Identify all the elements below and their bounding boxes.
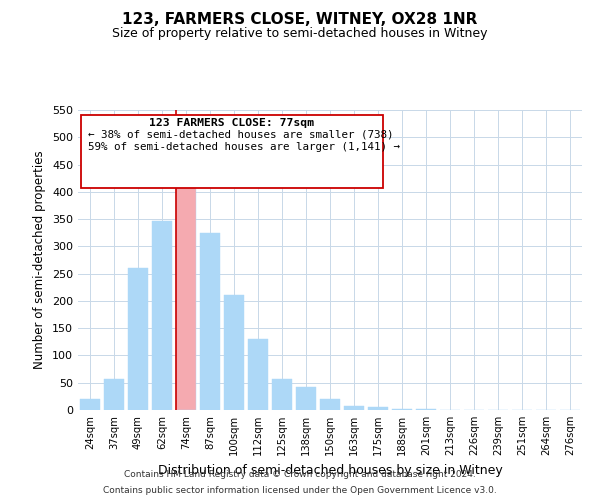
Bar xyxy=(200,232,220,410)
Bar xyxy=(392,409,412,410)
Text: ← 38% of semi-detached houses are smaller (738): ← 38% of semi-detached houses are smalle… xyxy=(88,130,394,140)
Bar xyxy=(152,220,172,410)
Bar xyxy=(368,408,388,410)
Text: Contains public sector information licensed under the Open Government Licence v3: Contains public sector information licen… xyxy=(103,486,497,495)
Text: Contains HM Land Registry data © Crown copyright and database right 2024.: Contains HM Land Registry data © Crown c… xyxy=(124,470,476,479)
Y-axis label: Number of semi-detached properties: Number of semi-detached properties xyxy=(34,150,46,370)
Bar xyxy=(248,339,268,410)
Bar xyxy=(176,166,196,410)
Text: 123, FARMERS CLOSE, WITNEY, OX28 1NR: 123, FARMERS CLOSE, WITNEY, OX28 1NR xyxy=(122,12,478,28)
Bar xyxy=(104,379,124,410)
Bar xyxy=(224,296,244,410)
Text: Size of property relative to semi-detached houses in Witney: Size of property relative to semi-detach… xyxy=(112,28,488,40)
Bar xyxy=(272,379,292,410)
Text: 123 FARMERS CLOSE: 77sqm: 123 FARMERS CLOSE: 77sqm xyxy=(149,118,314,128)
Bar xyxy=(344,406,364,410)
Bar xyxy=(320,399,340,410)
Bar xyxy=(128,268,148,410)
Bar xyxy=(296,387,316,410)
Text: 59% of semi-detached houses are larger (1,141) →: 59% of semi-detached houses are larger (… xyxy=(88,142,400,152)
X-axis label: Distribution of semi-detached houses by size in Witney: Distribution of semi-detached houses by … xyxy=(158,464,502,476)
FancyBboxPatch shape xyxy=(80,114,383,188)
Bar xyxy=(80,399,100,410)
